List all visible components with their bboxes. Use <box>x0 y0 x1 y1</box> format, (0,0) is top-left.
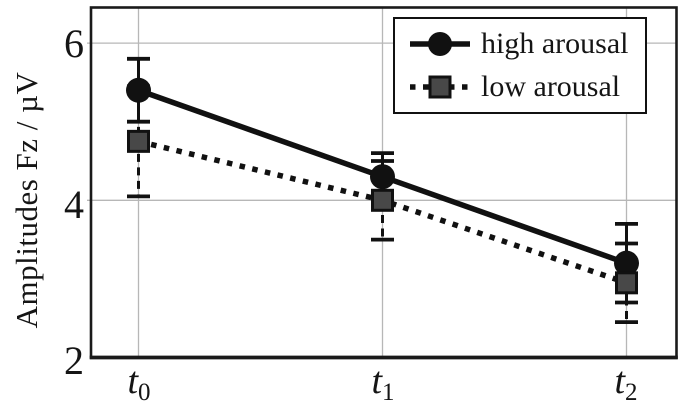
low-arousal-line-icon <box>410 75 470 99</box>
high-arousal-line-icon <box>410 32 470 56</box>
x-tick-t1-base: t <box>371 360 383 402</box>
x-tick-t2-sub: 2 <box>625 379 638 404</box>
x-tick-t1: t1 <box>371 362 394 404</box>
x-tick-t0: t0 <box>127 362 150 404</box>
x-tick-t2: t2 <box>614 362 637 404</box>
legend-label-low-arousal: low arousal <box>481 70 621 103</box>
legend-label-high-arousal: high arousal <box>481 27 629 60</box>
y-axis-label: Amplitudes Fz / µV <box>9 71 44 329</box>
y-tick-2: 2 <box>64 338 84 383</box>
y-tick-4: 4 <box>64 182 84 227</box>
y-tick-6: 6 <box>64 21 84 66</box>
x-tick-t2-base: t <box>614 360 626 402</box>
x-tick-t0-base: t <box>127 360 139 402</box>
x-tick-t0-sub: 0 <box>138 379 151 404</box>
x-tick-t1-sub: 1 <box>382 379 395 404</box>
legend-item-high-arousal: high arousal <box>408 26 645 62</box>
legend-item-low-arousal: low arousal <box>408 69 645 105</box>
legend: high arousal low arousal <box>393 17 647 114</box>
